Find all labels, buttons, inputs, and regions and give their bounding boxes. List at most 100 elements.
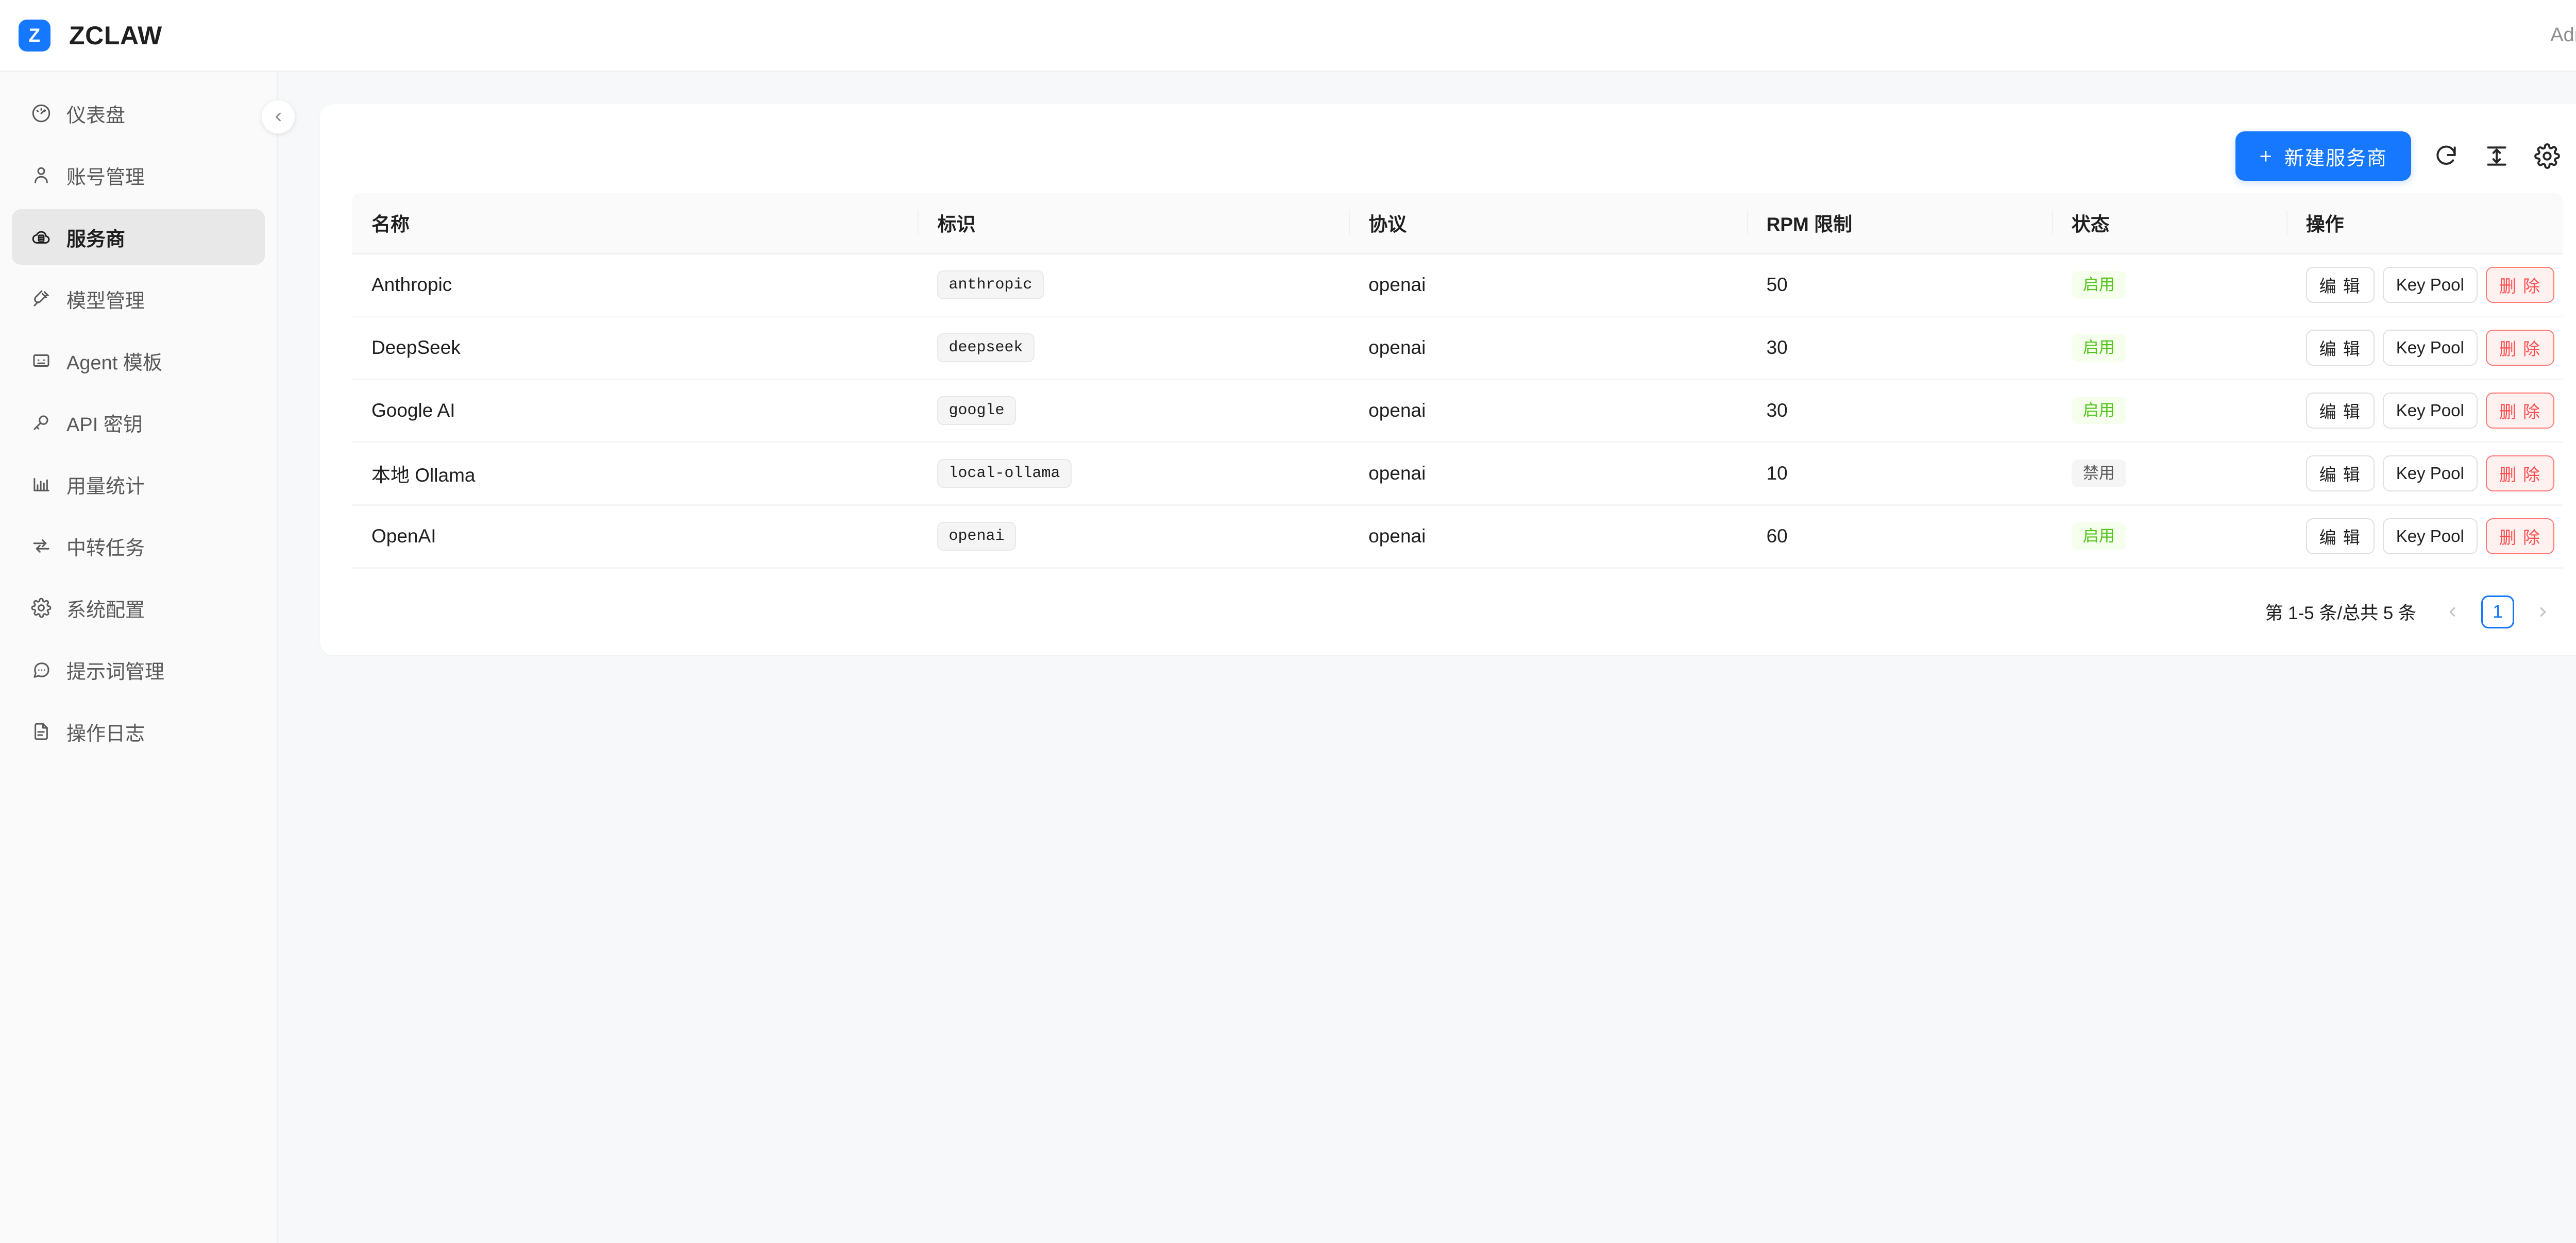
sidebar-item-2[interactable]: 服务商 <box>12 209 265 265</box>
provider-key-chip: anthropic <box>937 270 1044 300</box>
column-height-glyph <box>2487 146 2506 166</box>
delete-button[interactable]: 删 除 <box>2485 518 2555 554</box>
key-pool-button[interactable]: Key Pool <box>2382 518 2478 554</box>
cell-operations: 编 辑 Key Pool 删 除 <box>2286 442 2563 506</box>
main-content: + 新建服务商 <box>280 72 2576 1243</box>
table-head: 名称 标识 协议 RPM 限制 状态 操作 <box>352 193 2563 254</box>
cell-protocol: openai <box>1349 316 1747 380</box>
table-row: Anthropic anthropic openai 50 启用 编 辑 Key Pool 删… <box>352 253 2563 317</box>
provider-key-chip: deepseek <box>937 333 1035 363</box>
key-pool-button[interactable]: Key Pool <box>2382 393 2478 429</box>
col-header-name[interactable]: 名称 <box>352 193 918 254</box>
cell-name: Anthropic <box>352 253 918 317</box>
status-badge: 启用 <box>2071 271 2126 299</box>
sidebar-item-label: 模型管理 <box>66 290 145 312</box>
delete-button[interactable]: 删 除 <box>2485 393 2555 429</box>
sidebar-item-1[interactable]: 账号管理 <box>12 147 265 203</box>
provider-key-chip: openai <box>937 521 1016 551</box>
table-header-row: 名称 标识 协议 RPM 限制 状态 操作 <box>352 193 2563 254</box>
col-header-rpm[interactable]: RPM 限制 <box>1747 193 2052 254</box>
sidebar-item-label: API 密钥 <box>66 414 143 436</box>
sidebar-item-6[interactable]: 用量统计 <box>12 456 265 512</box>
cell-operations: 编 辑 Key Pool 删 除 <box>2286 505 2563 569</box>
cell-protocol: openai <box>1349 442 1747 506</box>
row-actions: 编 辑 Key Pool 删 除 <box>2306 330 2563 366</box>
top-bar: Z ZCLAW Admin <box>0 0 2576 72</box>
sidebar-item-4[interactable]: Agent 模板 <box>12 333 265 388</box>
sidebar-item-label: 用量统计 <box>66 475 145 498</box>
col-header-ops: 操作 <box>2286 193 2563 254</box>
create-provider-button[interactable]: + 新建服务商 <box>2235 131 2411 181</box>
row-actions: 编 辑 Key Pool 删 除 <box>2306 455 2563 491</box>
sidebar-item-7[interactable]: 中转任务 <box>12 518 265 574</box>
user-menu[interactable]: Admin <box>2550 24 2576 46</box>
edit-button[interactable]: 编 辑 <box>2306 393 2375 429</box>
cell-status: 启用 <box>2052 379 2286 443</box>
key-pool-button[interactable]: Key Pool <box>2382 267 2478 303</box>
table-row: OpenAI openai openai 60 启用编 辑 Key Pool 删 除 <box>352 505 2563 569</box>
dashboard-icon <box>30 103 52 124</box>
cell-key: openai <box>918 505 1349 569</box>
cell-status: 启用 <box>2052 316 2286 380</box>
cell-rpm: 30 <box>1747 316 2052 380</box>
sidebar-item-label: 提示词管理 <box>66 661 165 683</box>
sidebar-item-0[interactable]: 仪表盘 <box>12 86 265 141</box>
table-body: Anthropic anthropic openai 50 启用编 辑 Key Pool 删… <box>352 253 2563 569</box>
delete-button[interactable]: 删 除 <box>2485 267 2555 303</box>
sidebar-item-3[interactable]: 模型管理 <box>12 271 265 327</box>
sidebar-item-label: 中转任务 <box>66 537 145 559</box>
plug-icon <box>30 288 52 310</box>
row-actions: 编 辑 Key Pool 删 除 <box>2306 267 2563 303</box>
delete-button[interactable]: 删 除 <box>2485 455 2555 491</box>
settings-gear-icon[interactable] <box>2532 141 2563 172</box>
provider-key-chip: local-ollama <box>937 458 1072 488</box>
col-header-status[interactable]: 状态 <box>2052 193 2286 254</box>
edit-button[interactable]: 编 辑 <box>2306 518 2375 554</box>
row-actions: 编 辑 Key Pool 删 除 <box>2306 393 2563 429</box>
bar-chart-icon <box>30 473 52 495</box>
delete-button[interactable]: 删 除 <box>2485 330 2555 366</box>
cell-operations: 编 辑 Key Pool 删 除 <box>2286 316 2563 380</box>
pagination-prev-button[interactable] <box>2437 597 2468 627</box>
providers-card: + 新建服务商 <box>320 104 2576 655</box>
pagination: 第 1-5 条/总共 5 条 1 <box>352 595 2563 628</box>
sidebar-collapse-toggle[interactable] <box>262 100 295 133</box>
col-header-key[interactable]: 标识 <box>918 193 1349 254</box>
sidebar-item-8[interactable]: 系统配置 <box>12 580 265 636</box>
pagination-page-1[interactable]: 1 <box>2481 595 2514 628</box>
cell-protocol: openai <box>1349 505 1747 569</box>
pagination-next-button[interactable] <box>2528 597 2558 627</box>
key-pool-button[interactable]: Key Pool <box>2382 330 2478 366</box>
refresh-icon[interactable] <box>2431 141 2462 172</box>
key-pool-button[interactable]: Key Pool <box>2382 455 2478 491</box>
column-height-icon[interactable] <box>2481 141 2512 172</box>
table-row: DeepSeek deepseek openai 30 启用 编 辑 Key Pool 删 除 <box>352 316 2563 380</box>
edit-button[interactable]: 编 辑 <box>2306 455 2375 491</box>
edit-button[interactable]: 编 辑 <box>2306 330 2375 366</box>
users-icon <box>30 164 52 186</box>
chevron-left-icon <box>276 112 281 122</box>
sidebar-item-label: 服务商 <box>66 228 126 250</box>
sidebar-item-9[interactable]: 提示词管理 <box>12 642 265 697</box>
col-header-protocol[interactable]: 协议 <box>1349 193 1747 254</box>
row-actions: 编 辑 Key Pool 删 除 <box>2306 518 2563 554</box>
cell-name: 本地 Ollama <box>352 442 918 506</box>
sidebar-item-label: 仪表盘 <box>66 105 126 127</box>
transfer-icon <box>30 535 52 557</box>
cell-key: anthropic <box>918 253 1349 317</box>
edit-button[interactable]: 编 辑 <box>2306 267 2375 303</box>
sidebar-item-5[interactable]: API 密钥 <box>12 395 265 450</box>
sidebar-item-10[interactable]: 操作日志 <box>12 704 265 759</box>
brand[interactable]: Z ZCLAW <box>19 19 162 52</box>
cell-operations: 编 辑 Key Pool 删 除 <box>2286 379 2563 443</box>
cell-status: 启用 <box>2052 253 2286 317</box>
status-badge: 启用 <box>2071 334 2126 362</box>
cell-rpm: 10 <box>1747 442 2052 506</box>
comment-dots-icon <box>30 659 52 680</box>
key-icon <box>30 412 52 433</box>
gear-glyph <box>2534 143 2560 169</box>
provider-key-chip: google <box>937 396 1016 425</box>
table-row: 本地 Ollama local-ollama openai 10 禁用 编 辑 Key Po… <box>352 442 2563 506</box>
cell-key: local-ollama <box>918 442 1349 506</box>
cell-name: OpenAI <box>352 505 918 569</box>
